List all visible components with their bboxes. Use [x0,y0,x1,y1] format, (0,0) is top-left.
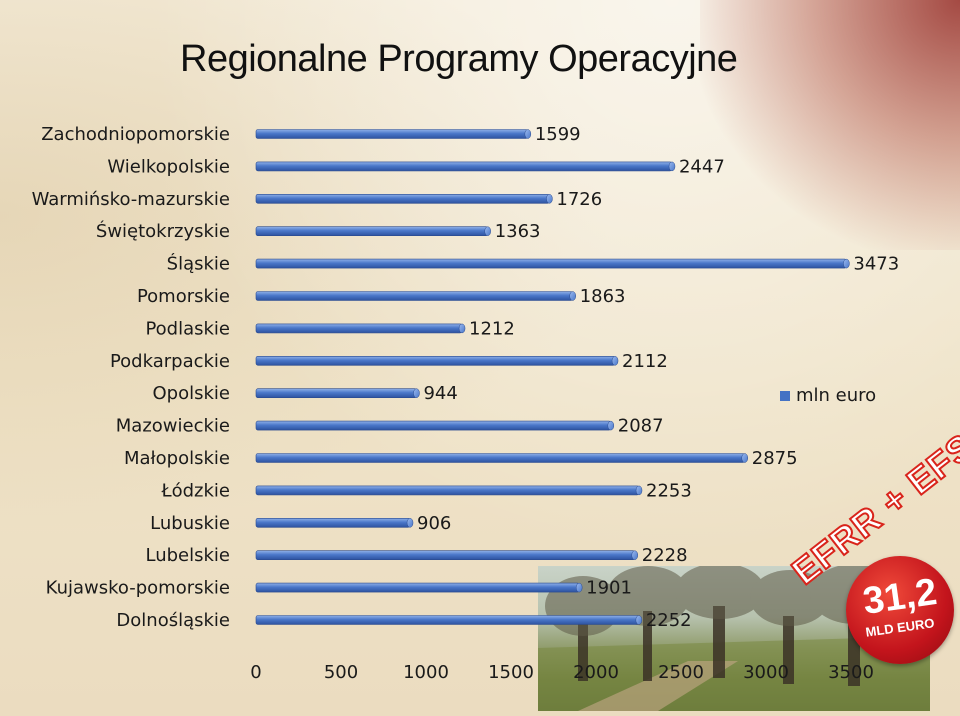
value-label-7: 2112 [622,351,668,372]
funding-badge: 31,2 MLD EURO [846,556,954,664]
bar-1 [255,161,673,172]
bar-cap-6 [458,323,466,334]
value-label-11: 2253 [646,480,692,501]
tree-illustration [538,566,930,711]
category-label-0: Zachodniopomorskie [41,124,230,145]
value-label-14: 1901 [586,578,632,599]
value-label-8: 944 [423,383,457,404]
category-label-13: Lubelskie [146,545,231,566]
value-label-15: 2252 [646,610,692,631]
category-label-3: Świętokrzyskie [96,220,230,242]
category-label-2: Warmińsko-mazurskie [32,189,230,210]
bar-5 [255,291,574,301]
category-label-11: Łódzkie [160,480,230,501]
category-label-10: Małopolskie [124,448,230,469]
value-label-9: 2087 [618,416,664,437]
bar-cap-13 [631,550,639,560]
bar-6 [255,323,463,334]
x-axis-ticks: 0 500 1000 1500 2000 2500 3000 3500 [250,662,874,683]
value-labels: 1599 2447 1726 1363 3473 1863 1212 2112 944 2087 2… [417,124,899,631]
category-label-14: Kujawsko-pomorskie [46,578,230,599]
bar-cap-7 [611,356,619,366]
value-label-4: 3473 [853,254,899,275]
bar-13 [255,550,636,561]
value-label-6: 1212 [469,318,515,339]
bar-cap-4 [843,258,850,269]
value-label-13: 2228 [642,545,688,566]
category-label-6: Podlaskie [145,318,230,339]
bar-14 [255,582,580,593]
value-label-12: 906 [417,513,451,534]
legend: mln euro [780,385,876,406]
value-label-5: 1863 [580,286,626,307]
page-title: Regionalne Programy Operacyjne [180,38,738,80]
x-tick-1: 500 [324,662,358,683]
bar-cap-3 [484,226,491,236]
x-tick-3: 1500 [488,662,534,683]
bar-2 [255,194,550,204]
corner-decoration [700,0,960,250]
bar-cap-2 [546,194,553,204]
value-label-0: 1599 [535,124,581,145]
category-label-1: Wielkopolskie [107,156,230,177]
category-label-15: Dolnośląskie [116,610,230,631]
category-label-7: Podkarpackie [110,351,230,372]
x-tick-0: 0 [250,662,261,683]
bar-12 [255,517,411,528]
bars-group [255,129,850,625]
bar-3 [255,226,489,236]
category-label-9: Mazowieckie [116,416,230,437]
legend-swatch [780,390,790,401]
bar-cap-9 [607,420,615,431]
bar-15 [255,615,640,625]
bar-cap-14 [575,582,583,593]
category-label-12: Lubuskie [150,513,230,534]
bar-cap-8 [413,388,420,398]
bar-cap-1 [668,161,676,172]
value-label-3: 1363 [495,221,541,242]
category-label-4: Śląskie [167,253,230,275]
bar-cap-15 [635,615,643,625]
bar-cap-5 [569,291,576,301]
bar-10 [255,453,746,463]
category-labels: Zachodniopomorskie Wielkopolskie Warmińsko… [32,124,230,631]
bar-cap-12 [406,518,414,528]
bar-8 [255,388,417,399]
bar-cap-11 [635,485,643,496]
x-tick-7: 3500 [828,662,874,683]
x-tick-6: 3000 [743,662,789,683]
bar-7 [255,355,616,366]
bar-cap-10 [741,453,748,463]
value-label-10: 2875 [752,448,798,469]
bar-4 [255,258,847,269]
x-tick-4: 2000 [573,662,619,683]
bar-0 [255,129,529,139]
category-label-5: Pomorskie [137,286,230,307]
bar-cap-0 [524,129,532,139]
bar-11 [255,485,640,496]
value-label-1: 2447 [679,156,725,177]
x-tick-5: 2500 [658,662,704,683]
bar-9 [255,420,612,431]
value-label-2: 1726 [556,189,602,210]
category-label-8: Opolskie [153,383,230,404]
x-tick-2: 1000 [403,662,449,683]
legend-label: mln euro [796,385,877,406]
